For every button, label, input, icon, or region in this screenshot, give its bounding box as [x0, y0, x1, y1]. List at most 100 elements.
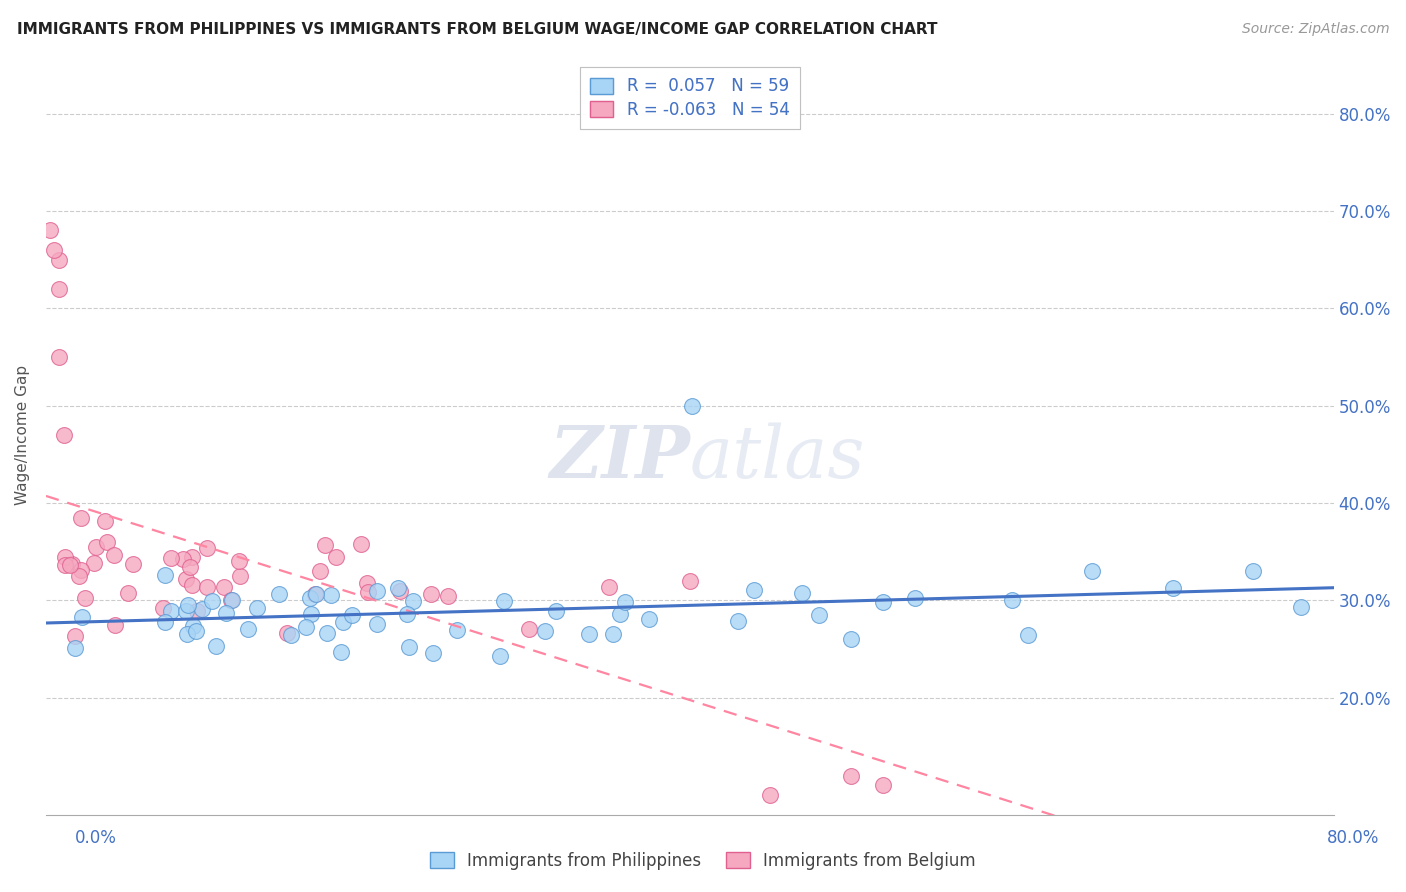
Point [276, 626, 298, 640]
Point [191, 602, 214, 616]
Point [316, 626, 339, 640]
Point [308, 565, 330, 579]
Point [1081, 565, 1104, 579]
Point [195, 541, 218, 556]
Point [330, 645, 353, 659]
Point [38, 223, 60, 237]
Point [533, 624, 555, 639]
Point [1291, 600, 1313, 615]
Point [679, 574, 702, 589]
Point [122, 558, 145, 572]
Point [366, 583, 388, 598]
Point [304, 587, 326, 601]
Point [159, 604, 181, 618]
Point [59, 558, 82, 572]
Y-axis label: Wage/Income Gap: Wage/Income Gap [15, 365, 30, 505]
Point [872, 778, 894, 792]
Point [492, 594, 515, 608]
Point [614, 595, 637, 609]
Point [792, 585, 814, 599]
Point [229, 569, 252, 583]
Point [314, 538, 336, 552]
Point [839, 632, 862, 646]
Point [366, 616, 388, 631]
Point [299, 607, 322, 621]
Text: Source: ZipAtlas.com: Source: ZipAtlas.com [1241, 22, 1389, 37]
Point [1017, 628, 1039, 642]
Point [117, 586, 139, 600]
Point [228, 554, 250, 568]
Point [152, 600, 174, 615]
Point [602, 626, 624, 640]
Point [103, 548, 125, 562]
Point [422, 646, 444, 660]
Point [83, 556, 105, 570]
Point [67, 569, 90, 583]
Point [53, 558, 76, 572]
Point [204, 639, 226, 653]
Point [179, 560, 201, 574]
Point [759, 788, 782, 802]
Point [70, 511, 93, 525]
Point [340, 607, 363, 622]
Point [65, 640, 87, 655]
Point [174, 572, 197, 586]
Point [172, 552, 194, 566]
Point [304, 586, 326, 600]
Point [52, 428, 75, 442]
Text: 0.0%: 0.0% [75, 830, 117, 847]
Point [42, 243, 65, 257]
Point [184, 624, 207, 638]
Point [298, 591, 321, 605]
Point [174, 604, 197, 618]
Point [176, 627, 198, 641]
Point [387, 581, 409, 595]
Point [75, 591, 97, 606]
Point [60, 558, 83, 572]
Point [325, 549, 347, 564]
Point [219, 593, 242, 607]
Point [356, 576, 378, 591]
Point [681, 399, 703, 413]
Point [398, 640, 420, 655]
Point [96, 535, 118, 549]
Point [212, 580, 235, 594]
Point [437, 590, 460, 604]
Point [295, 620, 318, 634]
Point [609, 607, 631, 622]
Point [389, 584, 412, 599]
Point [839, 769, 862, 783]
Point [267, 587, 290, 601]
Text: 80.0%: 80.0% [1326, 830, 1379, 847]
Point [63, 629, 86, 643]
Point [246, 601, 269, 615]
Point [517, 622, 540, 636]
Point [872, 595, 894, 609]
Text: ZIP: ZIP [548, 422, 690, 493]
Point [104, 618, 127, 632]
Point [186, 604, 208, 618]
Text: IMMIGRANTS FROM PHILIPPINES VS IMMIGRANTS FROM BELGIUM WAGE/INCOME GAP CORRELATI: IMMIGRANTS FROM PHILIPPINES VS IMMIGRANT… [17, 22, 938, 37]
Point [215, 606, 238, 620]
Point [94, 514, 117, 528]
Point [177, 599, 200, 613]
Point [84, 541, 107, 555]
Point [180, 550, 202, 565]
Point [544, 604, 567, 618]
Point [72, 610, 94, 624]
Point [155, 568, 177, 582]
Point [181, 619, 204, 633]
Legend: Immigrants from Philippines, Immigrants from Belgium: Immigrants from Philippines, Immigrants … [423, 846, 983, 877]
Point [419, 587, 441, 601]
Point [332, 615, 354, 629]
Point [48, 252, 70, 267]
Point [1241, 564, 1264, 578]
Point [350, 537, 373, 551]
Point [904, 591, 927, 605]
Point [742, 583, 765, 598]
Point [637, 612, 659, 626]
Point [395, 607, 418, 621]
Point [1161, 581, 1184, 595]
Point [357, 585, 380, 599]
Point [160, 551, 183, 566]
